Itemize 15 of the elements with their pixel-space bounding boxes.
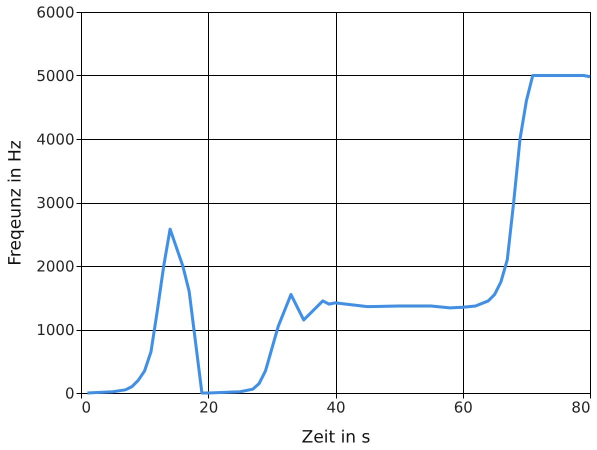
- y-tick-label: 4000: [36, 130, 74, 148]
- x-axis-title: Zeit in s: [302, 428, 370, 448]
- y-tick-label: 3000: [36, 194, 74, 212]
- x-tick-label: 80: [571, 398, 590, 416]
- y-tick-label: 6000: [36, 4, 74, 22]
- y-tick-label: 5000: [36, 67, 74, 85]
- y-tick-label: 1000: [36, 321, 74, 339]
- x-tick-label: 60: [454, 398, 473, 416]
- y-tick-label: 0: [64, 384, 74, 402]
- y-tick-label: 2000: [36, 258, 74, 276]
- y-axis-title: Freqeunz in Hz: [5, 140, 26, 266]
- x-tick-label: 0: [82, 398, 92, 416]
- x-tick-label: 20: [199, 398, 218, 416]
- x-tick-label: 40: [326, 398, 346, 416]
- line-series: [86, 74, 592, 394]
